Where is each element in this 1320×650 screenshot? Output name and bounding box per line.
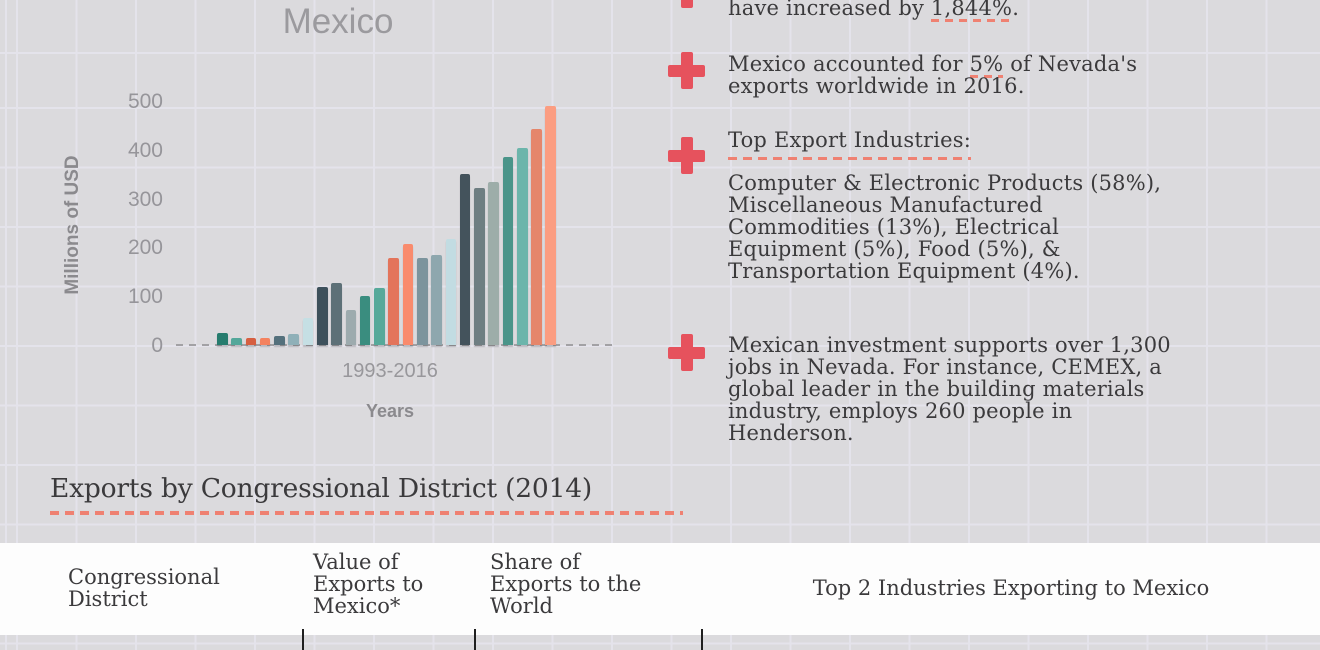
col-header-top-industries: Top 2 Industries Exporting to Mexico (812, 576, 1210, 600)
bar-2010 (459, 173, 471, 345)
fact-3-heading: Top Export Industries: (728, 128, 971, 160)
y-tick-300: 300 (127, 187, 163, 211)
bar-1998 (288, 334, 299, 345)
bar-2011 (474, 188, 485, 345)
fact-4-line: global leader in the building materials (728, 377, 1145, 401)
fact-4-line: Henderson. (728, 421, 854, 445)
bar-1993 (217, 332, 228, 345)
bar-2007 (416, 258, 428, 345)
y-tick-200: 200 (127, 236, 163, 260)
fact-4-line: Mexican investment supports over 1,300 (728, 333, 1171, 357)
fact-1-line: have increased by 1,844%. (728, 0, 1019, 22)
heading-dashed-underline (50, 511, 683, 515)
bar-1996 (259, 338, 271, 345)
bar-2002 (345, 310, 357, 345)
y-tick-400: 400 (127, 138, 163, 162)
fact-4-line: industry, employs 260 people in (728, 399, 1073, 423)
fact-3-line: Computer & Electronic Products (58%), (728, 171, 1162, 195)
bar-1994 (231, 338, 242, 345)
x-axis-label: Years (365, 401, 415, 421)
fact-2-line-2: exports worldwide in 2016. (728, 74, 1025, 98)
col-header-congressional-district: Congressional District (68, 565, 220, 611)
bar-2015 (531, 129, 542, 345)
bar-2014 (516, 148, 528, 345)
x-axis-range-label: 1993-2016 (342, 360, 438, 382)
plus-icon (668, 137, 705, 174)
bar-2009 (445, 238, 457, 345)
bar-2001 (331, 283, 342, 345)
bar-2012 (488, 182, 499, 345)
col-header-value-of-exports: Value of Exports to Mexico* (313, 550, 424, 618)
bar-2005 (388, 258, 399, 345)
underlined-value: 5% (969, 52, 1004, 78)
bar-1995 (245, 338, 257, 345)
chart-title: Mexico (282, 2, 394, 41)
col-header-share-of-exports: Share of Exports to the World (490, 550, 642, 618)
table-header-row (0, 543, 1320, 635)
bar-2003 (359, 296, 371, 345)
bar-2013 (502, 156, 514, 345)
column-divider (302, 629, 304, 650)
fact-3-line: Equipment (5%), Food (5%), & (728, 237, 1061, 261)
y-tick-0: 0 (151, 333, 163, 357)
fact-3-line: Commodities (13%), Electrical (728, 215, 1060, 239)
column-divider (701, 629, 703, 650)
fact-3-line: Miscellaneous Manufactured (728, 193, 1043, 217)
fact-2-line-1: Mexico accounted for 5% of Nevada's (728, 52, 1138, 78)
x-axis-line (176, 344, 612, 346)
plus-icon (668, 0, 705, 8)
bar-2006 (402, 244, 414, 345)
fact-4-line: jobs in Nevada. For instance, CEMEX, a (728, 355, 1162, 379)
bar-group (217, 0, 563, 345)
bar-1999 (302, 317, 314, 345)
y-axis-label: Millions of USD (62, 155, 83, 295)
bar-2016 (545, 105, 557, 345)
bar-1997 (274, 336, 285, 345)
underlined-value: 1,844% (930, 0, 1013, 22)
plus-icon (668, 334, 705, 371)
y-tick-500: 500 (127, 90, 163, 114)
plus-icon (668, 52, 705, 89)
bar-2008 (431, 254, 442, 345)
fact-3-line: Transportation Equipment (4%). (728, 259, 1080, 283)
bar-2004 (374, 287, 385, 345)
y-tick-100: 100 (127, 284, 163, 308)
table-heading: Exports by Congressional District (2014) (50, 473, 593, 504)
bar-2000 (316, 286, 328, 345)
column-divider (474, 629, 476, 650)
